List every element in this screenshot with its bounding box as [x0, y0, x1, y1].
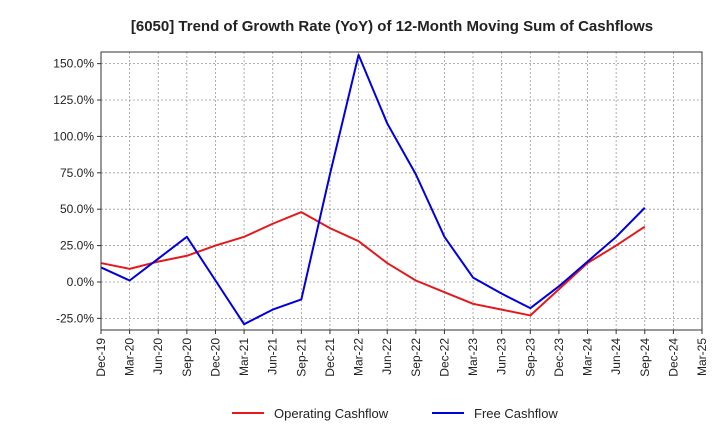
- legend-label: Operating Cashflow: [274, 406, 389, 421]
- x-tick-label: Sep-24: [638, 338, 652, 377]
- x-tick-label: Jun-22: [380, 338, 394, 375]
- y-tick-label: 100.0%: [53, 129, 94, 143]
- x-tick-label: Mar-25: [695, 338, 709, 376]
- y-tick-label: 75.0%: [60, 166, 94, 180]
- y-tick-label: 50.0%: [60, 202, 94, 216]
- y-tick-label: 125.0%: [53, 93, 94, 107]
- x-tick-label: Dec-20: [208, 338, 222, 377]
- legend-label: Free Cashflow: [474, 406, 558, 421]
- series-line-free-cashflow: [100, 53, 646, 326]
- x-tick-label: Dec-22: [437, 338, 451, 377]
- x-tick-label: Sep-22: [409, 338, 423, 377]
- x-tick-label: Mar-21: [237, 338, 251, 376]
- x-tick-label: Jun-23: [495, 338, 509, 375]
- chart-title: [6050] Trend of Growth Rate (YoY) of 12-…: [131, 18, 653, 35]
- y-axis-ticks: 150.0% 125.0% 100.0% 75.0% 50.0% 25.0% 0.0% -25…: [53, 57, 101, 325]
- x-axis-ticks: Dec-19 Mar-20 Jun-20 Sep-20 Dec-20 Mar-21 Jun-…: [94, 330, 709, 377]
- grid: [100, 52, 703, 330]
- series-lines: [100, 53, 646, 326]
- y-tick-label: 25.0%: [60, 239, 94, 253]
- x-tick-label: Dec-21: [323, 338, 337, 377]
- x-tick-label: Dec-19: [94, 338, 108, 377]
- x-tick-label: Mar-24: [581, 338, 595, 376]
- x-tick-label: Sep-21: [294, 338, 308, 377]
- x-tick-label: Mar-23: [466, 338, 480, 376]
- x-tick-label: Dec-23: [552, 338, 566, 377]
- series-line-operating-cashflow: [100, 211, 646, 317]
- x-tick-label: Mar-20: [123, 338, 137, 376]
- x-tick-label: Jun-21: [266, 338, 280, 375]
- x-tick-label: Jun-20: [151, 338, 165, 375]
- x-tick-label: Jun-24: [609, 338, 623, 375]
- x-tick-label: Dec-24: [666, 338, 680, 377]
- y-tick-label: 150.0%: [53, 57, 94, 71]
- legend: Operating Cashflow Free Cashflow: [232, 406, 558, 421]
- plot-area: [101, 52, 702, 330]
- x-tick-label: Mar-22: [352, 338, 366, 376]
- y-tick-label: -25.0%: [56, 311, 94, 325]
- y-tick-label: 0.0%: [67, 275, 95, 289]
- plot-frame: [100, 51, 703, 331]
- x-tick-label: Sep-23: [523, 338, 537, 377]
- x-tick-label: Sep-20: [180, 338, 194, 377]
